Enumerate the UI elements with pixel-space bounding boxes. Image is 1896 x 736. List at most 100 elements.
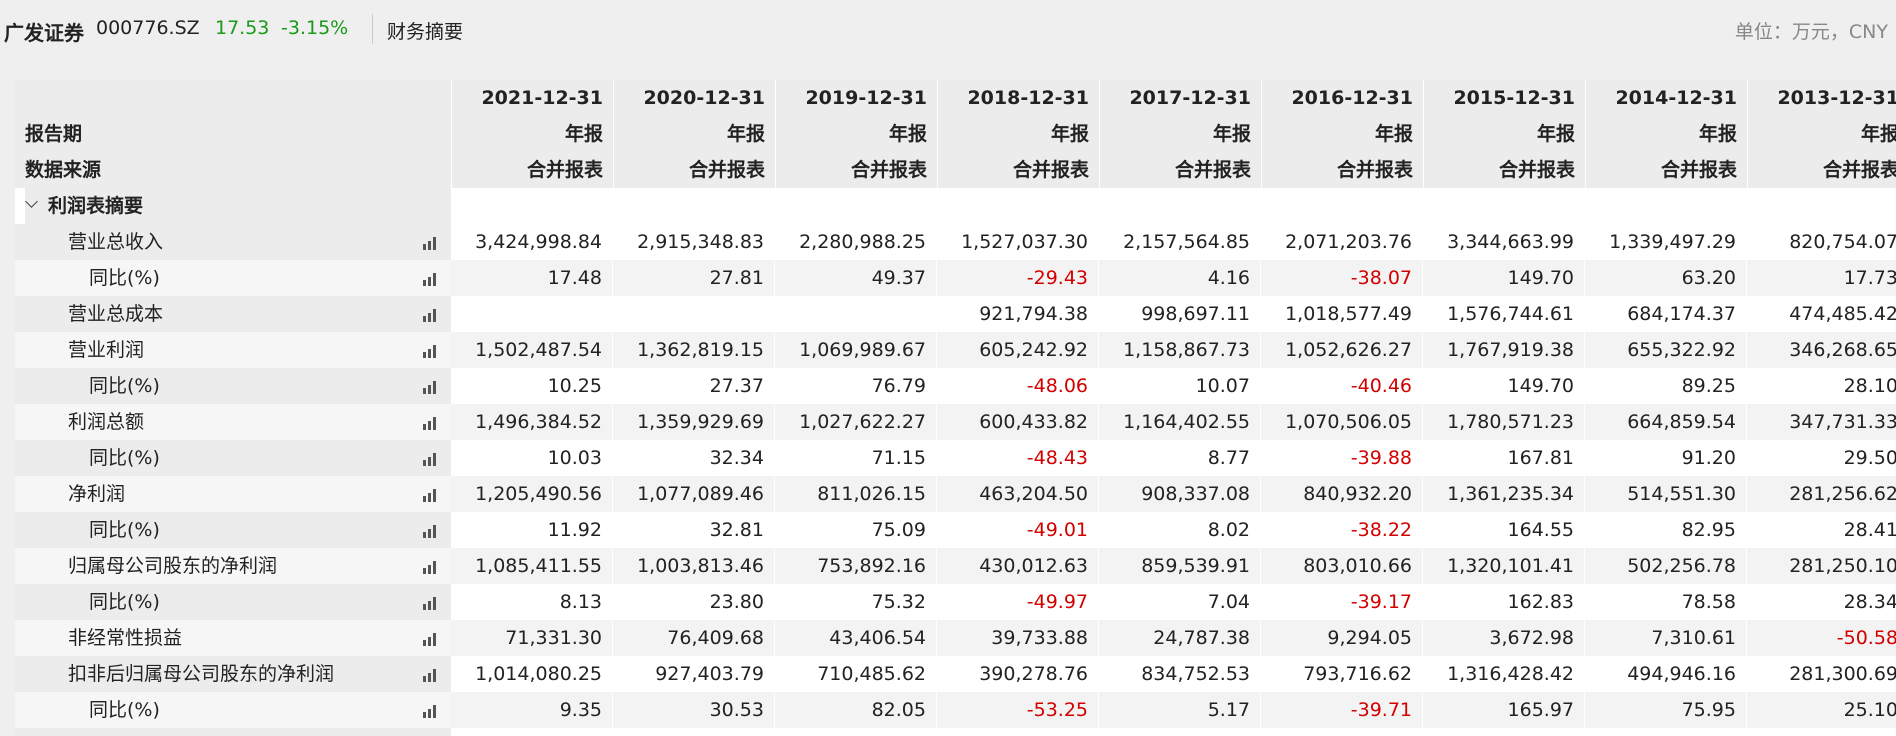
- chart-icon[interactable]: [421, 666, 439, 682]
- value-cell: -48.06: [937, 368, 1098, 404]
- value-cell: 908,337.08: [1099, 476, 1260, 512]
- value-cell: 1,320,101.41: [1423, 548, 1584, 584]
- chart-icon[interactable]: [421, 414, 439, 430]
- chart-icon[interactable]: [421, 522, 439, 538]
- chart-icon[interactable]: [421, 486, 439, 502]
- value-cell: 1,362,819.15: [613, 332, 774, 368]
- row-label: [15, 404, 451, 440]
- value-cell: 29.50: [1747, 440, 1896, 476]
- value-cell: -49.97: [937, 584, 1098, 620]
- column-date: 2014-12-31: [1615, 87, 1737, 109]
- value-cell: [613, 296, 774, 332]
- column-source: 合并报表: [1336, 159, 1413, 181]
- value-cell: 149.70: [1423, 368, 1584, 404]
- value-cell: 430,012.63: [937, 548, 1098, 584]
- column-source: 合并报表: [688, 159, 765, 181]
- value-cell: 1,052,626.27: [1261, 332, 1422, 368]
- value-cell: 165.97: [1423, 692, 1584, 728]
- value-cell: -39.88: [1261, 440, 1422, 476]
- chart-icon[interactable]: [421, 306, 439, 322]
- column-date: 2013-12-31: [1777, 87, 1896, 109]
- value-cell: 927,403.79: [613, 656, 774, 692]
- value-cell: 1,027,622.27: [775, 404, 936, 440]
- value-cell: -50.58: [1747, 620, 1896, 656]
- value-cell: 1,339,497.29: [1585, 224, 1746, 260]
- value-cell: 1,205,490.56: [451, 476, 612, 512]
- tab[interactable]: 财务摘要: [387, 21, 464, 43]
- column-type: 年报: [1212, 123, 1251, 145]
- value-cell: 1,496,384.52: [451, 404, 612, 440]
- value-cell: 1,014,080.25: [451, 656, 612, 692]
- change: -3.15%: [281, 17, 349, 39]
- value-cell: 32.34: [613, 440, 774, 476]
- row-label-text: 利润总额: [68, 411, 145, 433]
- chart-icon[interactable]: [421, 378, 439, 394]
- value-cell: 600,433.82: [937, 404, 1098, 440]
- column-type: 年报: [1860, 123, 1896, 145]
- value-cell: 24,787.38: [1099, 620, 1260, 656]
- value-cell: -38.22: [1261, 512, 1422, 548]
- chart-icon[interactable]: [421, 558, 439, 574]
- value-cell: [775, 296, 936, 332]
- value-cell: 1,316,428.42: [1423, 656, 1584, 692]
- chart-icon[interactable]: [421, 594, 439, 610]
- value-cell: 9.35: [451, 692, 612, 728]
- value-cell: 78.58: [1585, 584, 1746, 620]
- row-label: [15, 224, 451, 260]
- value-cell: 605,242.92: [937, 332, 1098, 368]
- column-type: 年报: [1374, 123, 1413, 145]
- row-label: [15, 548, 451, 584]
- value-cell: 1,069,989.67: [775, 332, 936, 368]
- value-cell: 28.10: [1747, 368, 1896, 404]
- column-source: 合并报表: [1822, 159, 1896, 181]
- column-source: 合并报表: [1660, 159, 1737, 181]
- value-cell: 9,294.05: [1261, 620, 1422, 656]
- row-label-text: 营业利润: [68, 339, 145, 361]
- stock-code: 000776.SZ: [96, 17, 200, 39]
- column-source: 合并报表: [1498, 159, 1575, 181]
- expand-icon[interactable]: [25, 195, 38, 208]
- value-cell: 63.20: [1585, 260, 1746, 296]
- value-cell: 474,485.42: [1747, 296, 1896, 332]
- value-cell: 347,731.33: [1747, 404, 1896, 440]
- price: 17.53: [215, 17, 270, 39]
- row-filler: [15, 728, 451, 736]
- value-cell: 346,268.65: [1747, 332, 1896, 368]
- value-cell: 710,485.62: [775, 656, 936, 692]
- value-cell: 10.07: [1099, 368, 1260, 404]
- value-cell: -53.25: [937, 692, 1098, 728]
- value-cell: 76.79: [775, 368, 936, 404]
- value-cell: 28.34: [1747, 584, 1896, 620]
- value-cell: 3,424,998.84: [451, 224, 612, 260]
- value-cell: 162.83: [1423, 584, 1584, 620]
- value-cell: 664,859.54: [1585, 404, 1746, 440]
- chart-icon[interactable]: [421, 450, 439, 466]
- chart-icon[interactable]: [421, 234, 439, 250]
- chart-icon[interactable]: [421, 270, 439, 286]
- value-cell: 1,003,813.46: [613, 548, 774, 584]
- stock-name: 广发证券: [4, 21, 84, 45]
- value-cell: 3,672.98: [1423, 620, 1584, 656]
- value-cell: 793,716.62: [1261, 656, 1422, 692]
- chart-icon[interactable]: [421, 702, 439, 718]
- row-label-text: 营业总收入: [68, 231, 164, 253]
- value-cell: 1,164,402.55: [1099, 404, 1260, 440]
- column-source: 合并报表: [850, 159, 927, 181]
- column-date: 2020-12-31: [643, 87, 765, 109]
- section-label: 利润表摘要: [48, 195, 144, 217]
- value-cell: -49.01: [937, 512, 1098, 548]
- value-cell: 2,280,988.25: [775, 224, 936, 260]
- value-cell: 1,359,929.69: [613, 404, 774, 440]
- value-cell: 684,174.37: [1585, 296, 1746, 332]
- chart-icon[interactable]: [421, 630, 439, 646]
- value-cell: 75.32: [775, 584, 936, 620]
- value-cell: 514,551.30: [1585, 476, 1746, 512]
- section-title: 利润表摘要: [25, 188, 451, 224]
- value-cell: -40.46: [1261, 368, 1422, 404]
- value-cell: 75.09: [775, 512, 936, 548]
- chart-icon[interactable]: [421, 342, 439, 358]
- column-source: 合并报表: [1174, 159, 1251, 181]
- value-cell: 1,576,744.61: [1423, 296, 1584, 332]
- value-cell: 7,310.61: [1585, 620, 1746, 656]
- value-cell: 281,300.69: [1747, 656, 1896, 692]
